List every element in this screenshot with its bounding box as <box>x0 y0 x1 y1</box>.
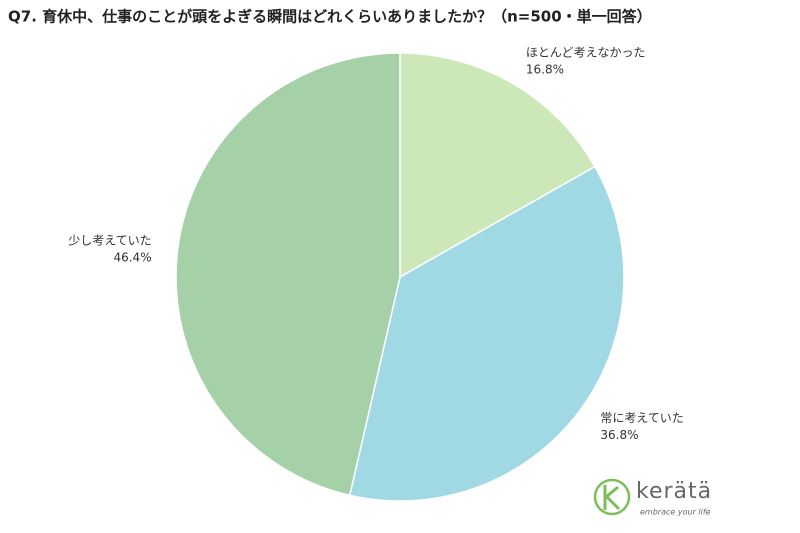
pie-slice <box>175 52 401 497</box>
slice-label: 少し考えていた <box>68 233 151 247</box>
chart-title: Q7. 育休中、仕事のことが頭をよぎる瞬間はどれくらいありましたか？（n=500… <box>8 8 652 26</box>
logo-k <box>603 485 621 511</box>
logo-icon <box>593 478 631 516</box>
slice-label: ほとんど考えなかった <box>526 46 646 60</box>
logo: kerätä embrace your life <box>593 478 712 517</box>
logo-name: kerätä <box>636 479 712 504</box>
pie-slice <box>399 52 596 279</box>
slice-value-label: 16.8% <box>526 63 564 77</box>
logo-tagline: embrace your life <box>640 508 711 517</box>
slice-value-label: 36.8% <box>600 428 638 442</box>
slice-label: 常に考えていた <box>600 411 683 425</box>
pie-slice <box>348 165 625 502</box>
slice-value-label: 46.4% <box>113 250 151 264</box>
